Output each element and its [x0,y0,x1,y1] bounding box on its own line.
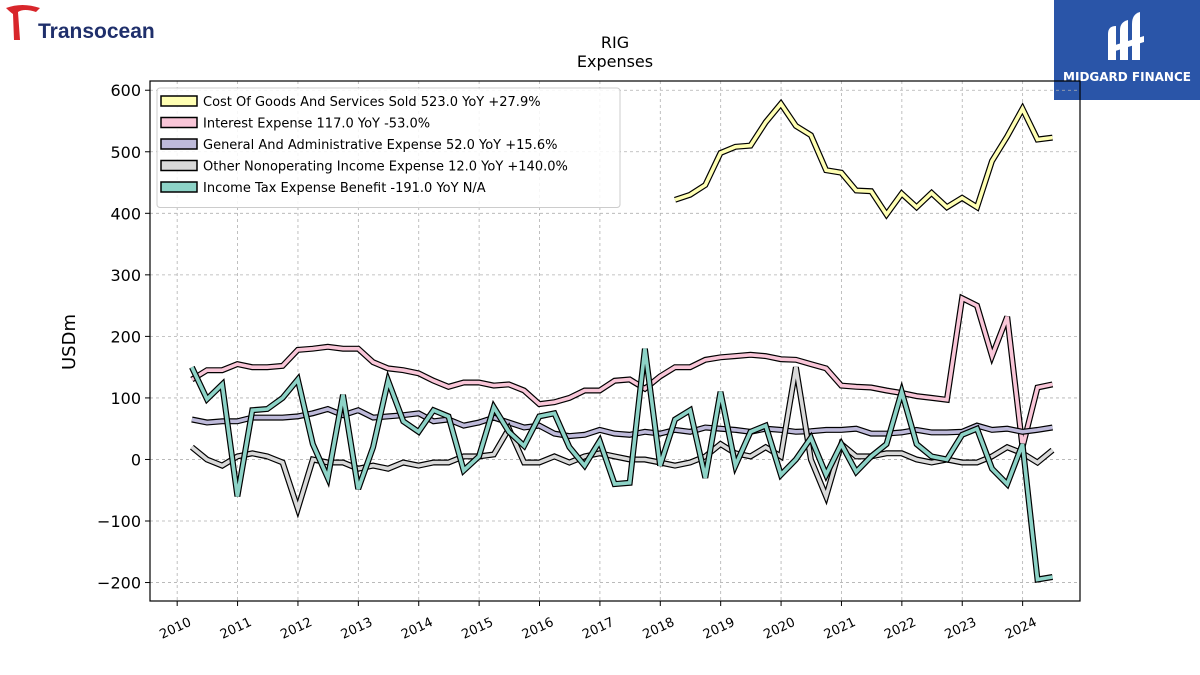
legend-entry: Other Nonoperating Income Expense 12.0 Y… [203,160,568,175]
y-tick-label: 500 [110,143,141,162]
legend-entry: Interest Expense 117.0 YoY -53.0% [203,117,430,132]
series-4 [189,348,1053,583]
legend: Cost Of Goods And Services Sold 523.0 Yo… [156,87,621,208]
transocean-logo: Transocean [6,5,155,43]
series-1 [190,293,1054,448]
transocean-t-mark-icon [6,5,40,40]
chart-title: RIG [601,33,629,52]
x-tick-label: 2012 [278,615,314,643]
series-lines [189,98,1055,583]
y-tick-label: 300 [110,266,141,285]
midgard-finance-logo: MIDGARD FINANCE [1054,0,1200,100]
x-tick-label: 2015 [459,615,495,643]
x-tick-label: 2018 [641,615,677,643]
legend-swatch [160,159,198,172]
x-axis-ticks: 2010 2011 2012 2013 2014 2015 2016 2017 2018 2019… [158,601,1039,643]
grid [150,81,1080,601]
series-3 [190,366,1055,519]
y-axis-ticks: −200 −100 0 100 200 300 400 500 600 [97,81,150,593]
x-tick-label: 2017 [580,615,616,643]
series-line [190,295,1053,448]
y-axis-label: USDm [59,314,80,370]
publisher-name: MIDGARD FINANCE [1063,70,1191,84]
legend-entry: Cost Of Goods And Services Sold 523.0 Yo… [203,95,541,110]
x-tick-label: 2023 [943,615,979,643]
series-line-outline [190,366,1055,519]
x-tick-label: 2016 [520,615,556,643]
x-tick-label: 2010 [158,615,194,643]
legend-swatch [160,138,198,150]
x-tick-label: 2011 [218,615,254,643]
series-line-outline [190,293,1054,448]
legend-entry: General And Administrative Expense 52.0 … [203,138,557,153]
company-name: Transocean [38,20,155,43]
y-tick-label: 0 [131,450,141,469]
x-tick-label: 2013 [339,615,375,643]
y-tick-label: 100 [110,389,141,408]
x-tick-label: 2019 [701,615,737,643]
y-tick-label: 400 [110,204,141,223]
x-tick-label: 2021 [822,615,858,643]
y-tick-label: 200 [110,327,141,346]
series-line-outline [674,98,1053,220]
y-tick-label: −100 [97,512,141,531]
y-tick-label: −200 [97,574,141,593]
series-line [674,100,1053,218]
series-line [190,366,1054,515]
legend-entry: Income Tax Expense Benefit -191.0 YoY N/… [203,181,486,196]
legend-box [156,87,621,208]
chart-subtitle: Expenses [577,52,653,71]
x-tick-label: 2014 [399,615,435,643]
x-tick-label: 2024 [1003,615,1039,643]
plot-frame [149,80,1081,602]
x-tick-label: 2020 [761,615,797,643]
x-tick-label: 2022 [882,615,918,643]
legend-swatch [160,181,198,193]
midgard-finance-mark-icon [1108,12,1144,60]
series-0 [674,98,1053,220]
series-line [190,348,1053,582]
y-tick-label: 600 [110,81,141,100]
series-2 [191,405,1053,440]
series-line [191,407,1053,438]
legend-swatch [160,116,198,129]
legend-swatch [160,95,198,107]
